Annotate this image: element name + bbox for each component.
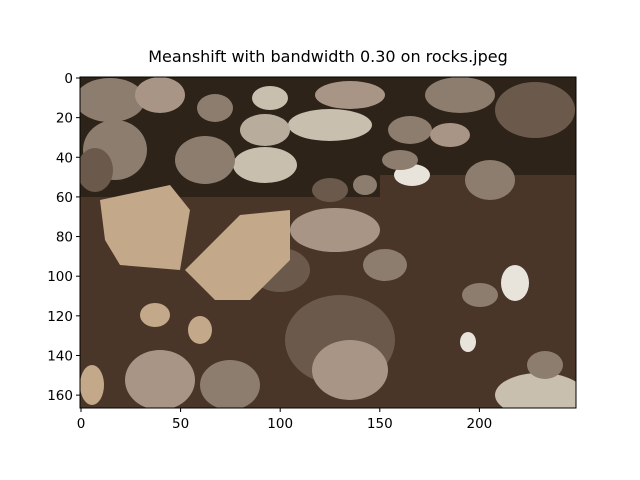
y-tick-label: 40 [56,150,73,166]
y-tick-label: 160 [47,388,73,404]
x-tick-label: 50 [172,416,189,432]
y-tick-label: 0 [64,71,73,87]
x-tick-label: 150 [367,416,393,432]
axes-frame [79,76,577,409]
y-tick-label: 140 [47,348,73,364]
y-tick-label: 20 [56,111,73,127]
y-tick-label: 60 [56,190,73,206]
chart-title: Meanshift with bandwidth 0.30 on rocks.j… [148,47,508,66]
y-tick-label: 120 [47,309,73,325]
y-tick-label: 80 [56,230,73,246]
segmented-image [80,77,576,408]
x-tick-label: 0 [77,416,86,432]
x-tick-label: 100 [267,416,293,432]
y-tick-label: 100 [47,269,73,285]
x-tick-label: 200 [466,416,492,432]
